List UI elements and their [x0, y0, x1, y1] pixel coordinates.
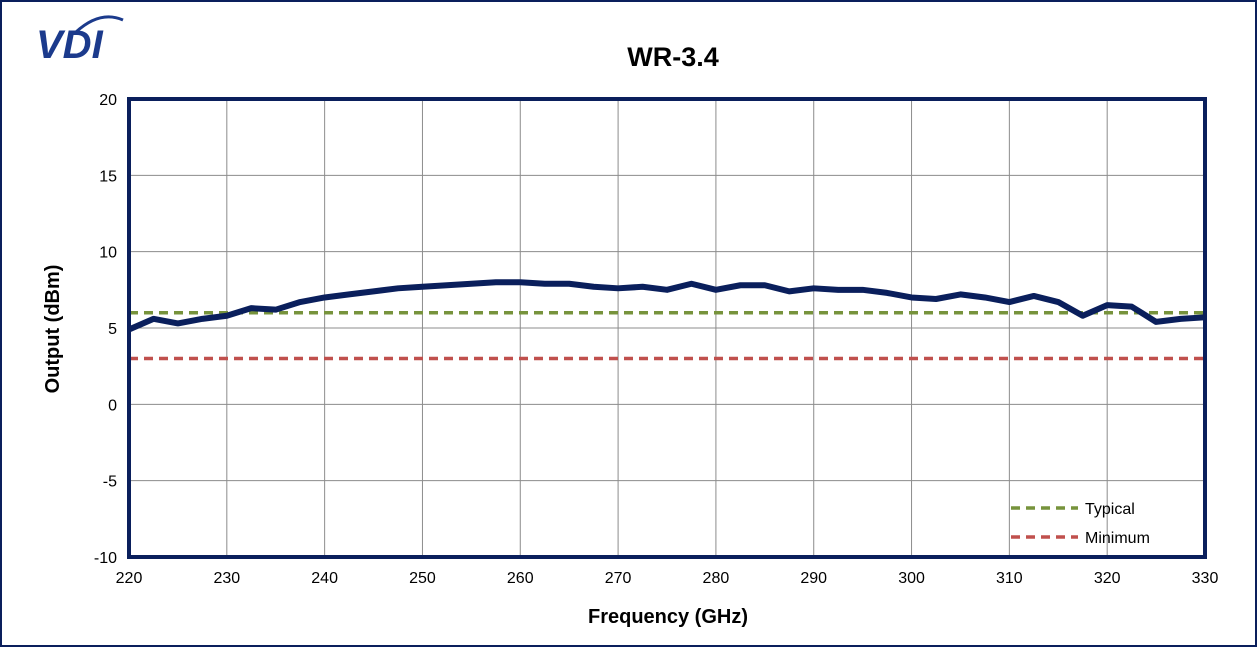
x-tick-label: 290 — [800, 570, 827, 587]
vdi-logo-text: VDI — [36, 23, 104, 67]
x-tick-label: 240 — [311, 570, 338, 587]
x-tick-label: 270 — [605, 570, 632, 587]
y-tick-label: -10 — [94, 550, 117, 567]
x-tick-label: 260 — [507, 570, 534, 587]
x-axis-title: Frequency (GHz) — [588, 606, 748, 628]
grid — [128, 98, 1206, 558]
y-tick-label: -5 — [103, 474, 117, 491]
x-tick-label: 280 — [703, 570, 730, 587]
series-line-output — [127, 279, 1206, 333]
plot-border — [127, 97, 1207, 559]
x-tick-labels: 220 230 240 250 260 270 280 290 300 310 320 330 — [116, 570, 1219, 587]
x-tick-label: 250 — [409, 570, 436, 587]
y-tick-label: 15 — [99, 168, 117, 185]
chart-title: WR-3.4 — [627, 42, 719, 72]
legend: Typical Minimum — [1011, 501, 1150, 547]
x-tick-label: 310 — [996, 570, 1023, 587]
y-tick-label: 10 — [99, 245, 117, 262]
x-tick-label: 300 — [898, 570, 925, 587]
legend-label-minimum: Minimum — [1085, 530, 1150, 547]
y-tick-labels: -10 -5 0 5 10 15 20 — [94, 92, 117, 567]
legend-label-typical: Typical — [1085, 501, 1135, 518]
series-layer — [127, 279, 1206, 361]
vdi-logo: VDI — [36, 15, 124, 67]
x-tick-label: 230 — [213, 570, 240, 587]
x-tick-label: 330 — [1192, 570, 1219, 587]
y-tick-label: 5 — [108, 321, 117, 338]
y-axis-title: Output (dBm) — [42, 265, 64, 394]
y-tick-label: 20 — [99, 92, 117, 109]
x-tick-label: 320 — [1094, 570, 1121, 587]
x-tick-label: 220 — [116, 570, 143, 587]
vdi-logo-swoosh — [74, 15, 124, 34]
y-tick-label: 0 — [108, 397, 117, 414]
